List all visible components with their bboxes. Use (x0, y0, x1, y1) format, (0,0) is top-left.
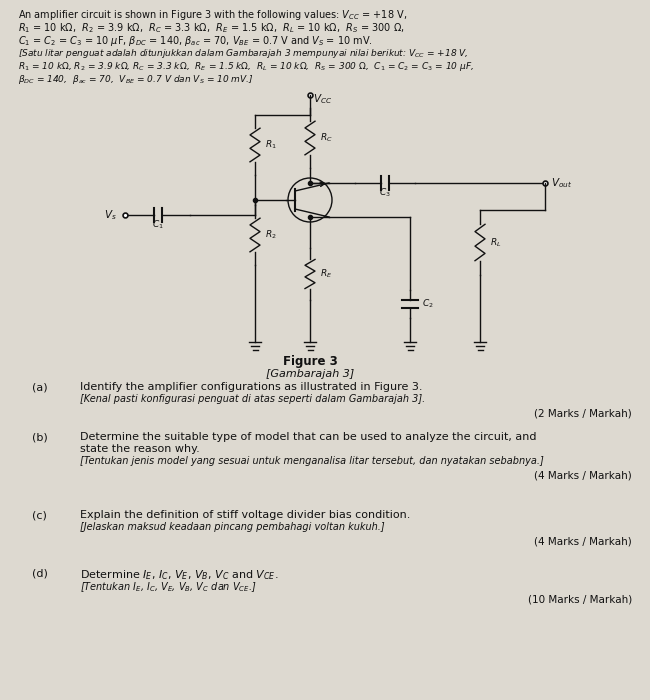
Text: Figure 3: Figure 3 (283, 355, 337, 368)
Text: $R_1$ = 10 k$\Omega$,  $R_2$ = 3.9 k$\Omega$,  $R_C$ = 3.3 k$\Omega$,  $R_E$ = 1: $R_1$ = 10 k$\Omega$, $R_2$ = 3.9 k$\Ome… (18, 21, 405, 35)
Text: (c): (c) (32, 510, 47, 520)
Text: $C_2$: $C_2$ (422, 298, 434, 310)
Text: An amplifier circuit is shown in Figure 3 with the following values: $V_{CC}$ = : An amplifier circuit is shown in Figure … (18, 8, 407, 22)
Text: $R_1$ = 10 k$\Omega$, $R_2$ = 3.9 k$\Omega$, $R_C$ = 3.3 k$\Omega$,  $R_E$ = 1.5: $R_1$ = 10 k$\Omega$, $R_2$ = 3.9 k$\Ome… (18, 60, 474, 73)
Text: $R_1$: $R_1$ (265, 139, 277, 151)
Text: [Gambarajah 3]: [Gambarajah 3] (266, 369, 354, 379)
Text: (a): (a) (32, 382, 47, 392)
Text: (4 Marks / Markah): (4 Marks / Markah) (534, 470, 632, 480)
Text: $C_1$: $C_1$ (151, 218, 163, 231)
Text: $\beta_{DC}$ = 140,  $\beta_{ac}$ = 70,  $V_{BE}$ = 0.7 V dan $V_S$ = 10 mV.]: $\beta_{DC}$ = 140, $\beta_{ac}$ = 70, $… (18, 73, 253, 86)
Text: Identify the amplifier configurations as illustrated in Figure 3.: Identify the amplifier configurations as… (80, 382, 422, 392)
Text: $C_3$: $C_3$ (379, 187, 391, 199)
Text: $R_2$: $R_2$ (265, 229, 277, 241)
Text: Explain the definition of stiff voltage divider bias condition.: Explain the definition of stiff voltage … (80, 510, 410, 520)
Text: [Jelaskan maksud keadaan pincang pembahagi voltan kukuh.]: [Jelaskan maksud keadaan pincang pembaha… (80, 522, 385, 532)
Text: (2 Marks / Markah): (2 Marks / Markah) (534, 408, 632, 418)
Text: (d): (d) (32, 568, 48, 578)
Text: [Tentukan jenis model yang sesuai untuk menganalisa litar tersebut, dan nyatakan: [Tentukan jenis model yang sesuai untuk … (80, 456, 544, 466)
Text: [Tentukan $I_E$, $I_C$, $V_E$, $V_B$, $V_C$ dan $V_{CE}$.]: [Tentukan $I_E$, $I_C$, $V_E$, $V_B$, $V… (80, 580, 257, 594)
Text: $V_{out}$: $V_{out}$ (551, 176, 572, 190)
Text: $V_s$: $V_s$ (104, 208, 117, 222)
Text: (4 Marks / Markah): (4 Marks / Markah) (534, 536, 632, 546)
Text: $V_{CC}$: $V_{CC}$ (313, 92, 332, 106)
Text: (b): (b) (32, 432, 47, 442)
Text: Determine the suitable type of model that can be used to analyze the circuit, an: Determine the suitable type of model tha… (80, 432, 536, 442)
Text: $R_E$: $R_E$ (320, 267, 332, 280)
Text: [Satu litar penguat adalah ditunjukkan dalam Gambarajah 3 mempunyai nilai beriku: [Satu litar penguat adalah ditunjukkan d… (18, 47, 469, 60)
Text: $C_1$ = $C_2$ = $C_3$ = 10 $\mu$F, $\beta_{DC}$ = 140, $\beta_{ac}$ = 70, $V_{BE: $C_1$ = $C_2$ = $C_3$ = 10 $\mu$F, $\bet… (18, 34, 373, 48)
Text: [Kenal pasti konfigurasi penguat di atas seperti dalam Gambarajah 3].: [Kenal pasti konfigurasi penguat di atas… (80, 394, 425, 404)
Text: state the reason why.: state the reason why. (80, 444, 200, 454)
Text: $R_C$: $R_C$ (320, 132, 333, 144)
Text: (10 Marks / Markah): (10 Marks / Markah) (528, 594, 632, 604)
Text: Determine $I_E$, $I_C$, $V_E$, $V_B$, $V_C$ and $V_{CE}$.: Determine $I_E$, $I_C$, $V_E$, $V_B$, $V… (80, 568, 278, 582)
Text: $R_L$: $R_L$ (490, 237, 501, 248)
